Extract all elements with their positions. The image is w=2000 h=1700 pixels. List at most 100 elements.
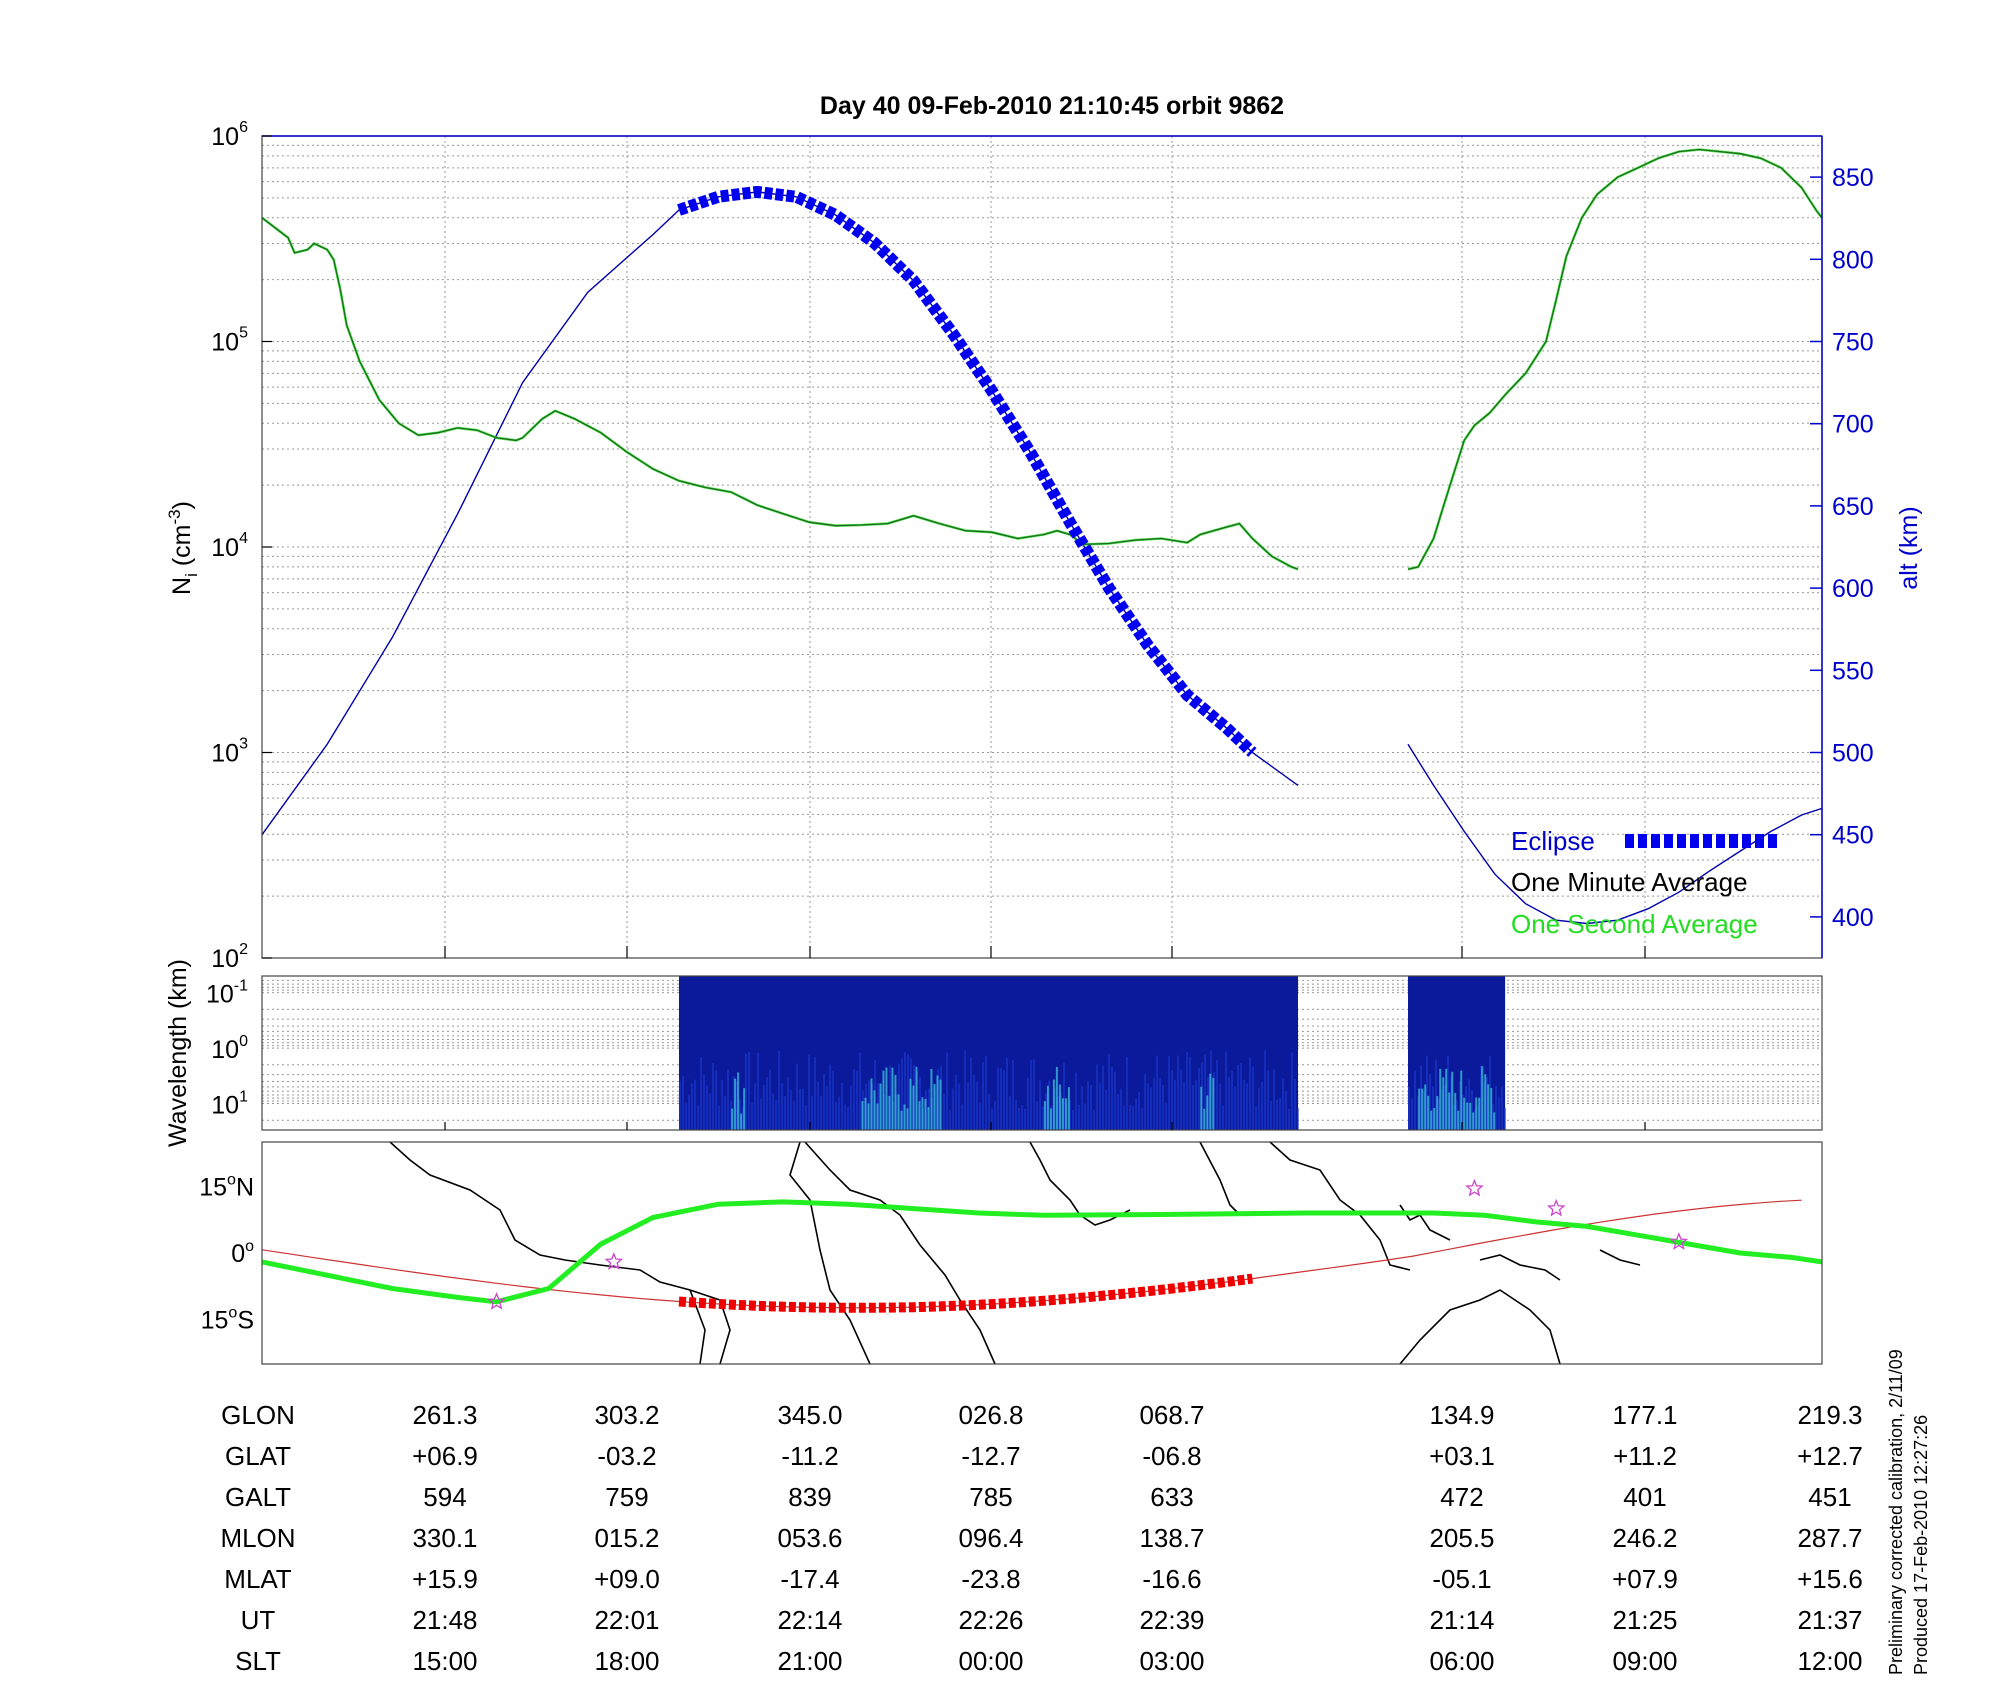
spectrogram-column bbox=[1054, 1088, 1057, 1130]
spectrogram-highlight bbox=[873, 1090, 876, 1130]
spectrogram-column bbox=[1276, 1099, 1279, 1130]
spectrogram-column bbox=[802, 1088, 805, 1130]
spectrogram-column bbox=[1135, 1098, 1138, 1130]
spectrogram-highlight bbox=[1469, 1102, 1472, 1130]
spectrogram-column bbox=[1045, 1093, 1048, 1130]
spectrogram-column bbox=[763, 1084, 766, 1130]
spectrogram-column bbox=[1150, 1087, 1153, 1130]
coastline bbox=[1599, 1249, 1641, 1266]
table-cell: -17.4 bbox=[780, 1564, 839, 1594]
spectrogram-column bbox=[1009, 1096, 1012, 1130]
spectrogram-column bbox=[979, 1102, 982, 1130]
table-cell: 303.2 bbox=[594, 1400, 659, 1430]
spectrogram-column bbox=[1261, 1081, 1264, 1130]
spectrogram-column bbox=[943, 1093, 946, 1130]
latitude-tick-label: 0o bbox=[231, 1238, 254, 1268]
spectrogram-column bbox=[1030, 1060, 1033, 1130]
coastline bbox=[1399, 1289, 1561, 1364]
spectrogram-highlight bbox=[903, 1104, 906, 1130]
spectrogram-column bbox=[793, 1100, 796, 1130]
spectrogram-column bbox=[1117, 1093, 1120, 1130]
spectrogram-column bbox=[688, 1095, 691, 1130]
one-second-line bbox=[262, 216, 1299, 571]
spectrogram-column bbox=[1162, 1084, 1165, 1130]
wavelength-tick-label: 101 bbox=[211, 1089, 248, 1120]
table-cell: 015.2 bbox=[594, 1523, 659, 1553]
spectrogram-highlight bbox=[876, 1103, 879, 1130]
spectrogram-highlight bbox=[1052, 1079, 1055, 1130]
table-cell: 134.9 bbox=[1429, 1400, 1494, 1430]
spectrogram-column bbox=[859, 1052, 862, 1130]
spectrogram-column bbox=[946, 1052, 949, 1130]
spectrogram-column bbox=[1432, 1086, 1434, 1130]
spectrogram-highlight bbox=[1478, 1097, 1481, 1130]
spectrogram-column bbox=[964, 1050, 967, 1130]
table-cell: 22:26 bbox=[958, 1605, 1023, 1635]
spectrogram-column bbox=[787, 1077, 790, 1130]
spectrogram-highlight bbox=[936, 1075, 939, 1130]
spectrogram-column bbox=[823, 1073, 826, 1130]
table-cell: 18:00 bbox=[594, 1646, 659, 1676]
spectrogram-highlight bbox=[933, 1084, 936, 1130]
spectrogram-column bbox=[1084, 1103, 1087, 1130]
track-star bbox=[1465, 1178, 1484, 1197]
spectrogram-column bbox=[970, 1057, 973, 1130]
spectrogram-column bbox=[1141, 1108, 1144, 1130]
spectrogram-highlight bbox=[1064, 1098, 1067, 1130]
legend-one-minute-label: One Minute Average bbox=[1511, 867, 1748, 897]
table-cell: 053.6 bbox=[777, 1523, 842, 1553]
spectrogram-column bbox=[1480, 1065, 1482, 1130]
spectrogram-highlight bbox=[737, 1072, 740, 1130]
spectrogram-column bbox=[994, 1100, 997, 1130]
spectrogram-column bbox=[814, 1056, 817, 1130]
spectrogram-column bbox=[1504, 1108, 1506, 1130]
wavelength-panel: 10-1 100 101 Wavelength (km) bbox=[164, 959, 1823, 1147]
table-row-label: MLAT bbox=[224, 1564, 292, 1594]
spectrogram-highlight bbox=[900, 1110, 903, 1130]
spectrogram-column bbox=[853, 1069, 856, 1130]
spectrogram-highlight bbox=[879, 1083, 882, 1130]
table-cell: 22:39 bbox=[1139, 1605, 1204, 1635]
spectrogram-column bbox=[1477, 1106, 1479, 1130]
spectrogram-column bbox=[1060, 1092, 1063, 1130]
spectrogram-column bbox=[991, 1108, 994, 1130]
spectrogram-highlight bbox=[1046, 1085, 1049, 1130]
spectrogram-column bbox=[829, 1064, 832, 1130]
spectrogram-column bbox=[1156, 1055, 1159, 1130]
spectrogram-highlight bbox=[1067, 1087, 1070, 1130]
track-star bbox=[604, 1252, 624, 1270]
spectrogram-column bbox=[766, 1076, 769, 1130]
spectrogram-column bbox=[727, 1069, 730, 1130]
table-cell: +09.0 bbox=[594, 1564, 660, 1594]
spectrogram-column bbox=[1441, 1089, 1443, 1130]
altitude-tick-label: 450 bbox=[1832, 822, 1874, 850]
spectrogram-column bbox=[967, 1082, 970, 1130]
spectrogram-column bbox=[721, 1080, 724, 1130]
spectrogram-highlight bbox=[909, 1078, 912, 1130]
spectrogram-column bbox=[751, 1102, 754, 1130]
table-cell: +03.1 bbox=[1429, 1441, 1495, 1471]
spectrogram-highlight bbox=[1442, 1077, 1445, 1130]
spectrogram-highlight bbox=[927, 1107, 930, 1130]
spectrogram-highlight bbox=[915, 1066, 918, 1130]
spectrogram-column bbox=[1153, 1077, 1156, 1130]
legend-eclipse-label: Eclipse bbox=[1511, 826, 1595, 856]
spectrogram-column bbox=[1483, 1082, 1485, 1130]
spectrogram-column bbox=[952, 1088, 955, 1130]
spectrogram-highlight bbox=[1475, 1097, 1478, 1130]
spectrogram-column bbox=[1489, 1055, 1491, 1130]
spectrogram-column bbox=[754, 1083, 757, 1130]
spectrogram-column bbox=[1015, 1099, 1018, 1130]
spectrogram-highlight bbox=[861, 1101, 864, 1130]
spectrogram-column bbox=[1024, 1108, 1027, 1130]
coastline bbox=[804, 1142, 996, 1364]
spectrogram-highlight bbox=[740, 1113, 743, 1130]
spectrogram-column bbox=[838, 1096, 841, 1130]
table-cell: 345.0 bbox=[777, 1400, 842, 1430]
spectrogram-highlight bbox=[1460, 1070, 1463, 1130]
spectrogram-column bbox=[1249, 1057, 1252, 1130]
table-cell: 205.5 bbox=[1429, 1523, 1494, 1553]
spectrogram-column bbox=[757, 1052, 760, 1130]
spectrogram-column bbox=[841, 1082, 844, 1130]
spectrogram-column bbox=[1468, 1079, 1470, 1130]
